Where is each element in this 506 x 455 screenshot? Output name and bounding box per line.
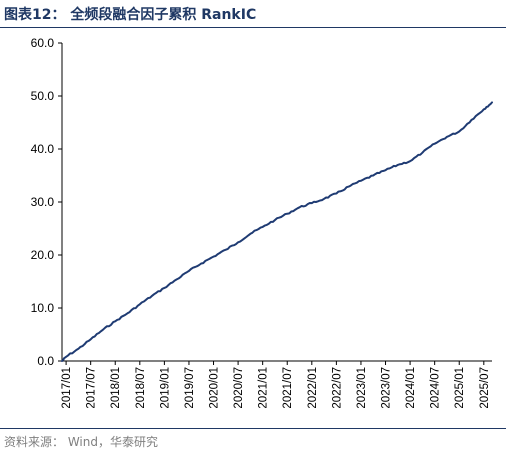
- figure-title: 图表12： 全频段融合因子累积 RankIC: [4, 7, 257, 23]
- footer-divider: [0, 428, 506, 429]
- y-axis: 0.0 10.0 20.0 30.0 40.0 50.0 60.0: [31, 36, 63, 368]
- y-tick-label: 20.0: [31, 248, 55, 262]
- y-tick-label: 40.0: [31, 142, 55, 156]
- x-tick-label: 2019/07: [184, 367, 196, 409]
- x-axis: 2017/01 2017/07 2018/01 2018/07 2019/01 2019/…: [61, 360, 492, 409]
- x-tick-label: 2022/07: [331, 367, 343, 409]
- x-tick-label: 2021/07: [282, 367, 294, 409]
- x-tick-label: 2023/01: [356, 367, 368, 409]
- y-tick-label: 50.0: [31, 89, 55, 103]
- x-tick-label: 2020/01: [209, 367, 221, 409]
- x-tick-label: 2017/07: [86, 367, 98, 409]
- y-tick-label: 0.0: [37, 354, 54, 368]
- x-tick-label: 2020/07: [233, 367, 245, 409]
- x-tick-label: 2025/07: [479, 367, 491, 409]
- x-tick-label: 2024/01: [405, 367, 417, 409]
- y-tick-label: 10.0: [31, 301, 55, 315]
- x-tick-label: 2021/01: [258, 367, 270, 409]
- cumulative-rankic-chart: 0.010.020.030.040.050.060.0 2017/01 2017/…: [31, 36, 493, 409]
- source-note: 资料来源： Wind，华泰研究: [4, 435, 158, 449]
- x-tick-label: 2023/07: [381, 367, 393, 409]
- cumulative-rankic-line: [61, 101, 493, 362]
- x-tick-label: 2022/01: [307, 367, 319, 409]
- x-tick-label: 2018/01: [110, 367, 122, 409]
- series-group: [61, 101, 493, 362]
- x-tick-label: 2018/07: [135, 367, 147, 409]
- x-tick-label: 2025/01: [454, 367, 466, 409]
- y-tick-label: 60.0: [31, 36, 55, 50]
- x-tick-label: 2019/01: [159, 367, 171, 409]
- x-tick-label: 2024/07: [430, 367, 442, 409]
- y-tick-label: 30.0: [31, 195, 55, 209]
- title-divider: [0, 27, 506, 28]
- x-tick-label: 2017/01: [61, 367, 73, 409]
